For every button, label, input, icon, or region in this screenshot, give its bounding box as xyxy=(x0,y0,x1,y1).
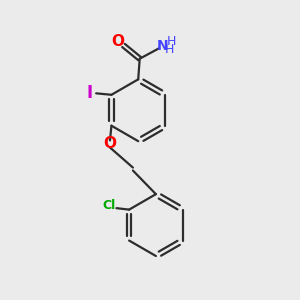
Text: Cl: Cl xyxy=(102,199,115,212)
Text: I: I xyxy=(86,84,92,102)
Text: N: N xyxy=(157,39,168,53)
Text: O: O xyxy=(112,34,125,50)
Text: H: H xyxy=(164,44,174,56)
Text: H: H xyxy=(167,35,176,48)
Text: O: O xyxy=(103,136,116,152)
